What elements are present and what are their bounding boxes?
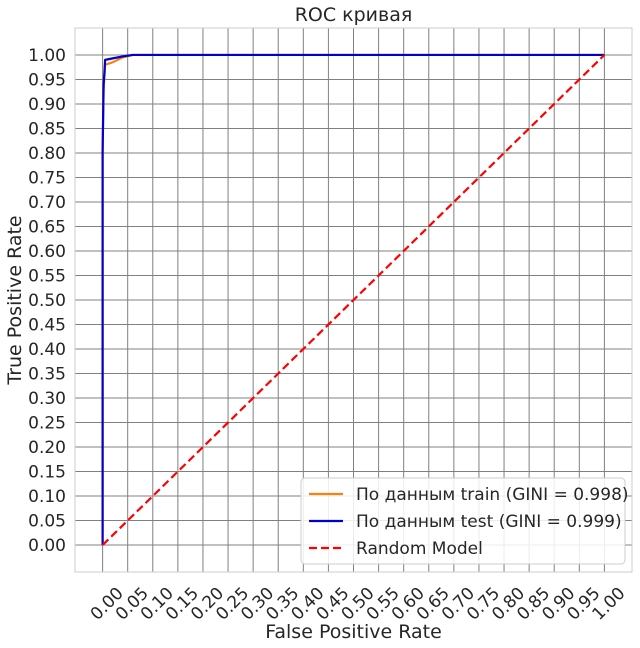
y-tick-label: 0.05 <box>28 512 66 532</box>
y-tick-label: 0.30 <box>28 389 66 409</box>
y-tick-label: 0.85 <box>28 119 66 139</box>
y-tick-label: 0.25 <box>28 414 66 434</box>
y-tick-label: 0.60 <box>28 242 66 262</box>
legend-label: По данным test (GINI = 0.999) <box>356 512 622 532</box>
legend-label: Random Model <box>356 539 483 559</box>
y-tick-label: 0.75 <box>28 168 66 188</box>
chart-title: ROC кривая <box>295 4 413 26</box>
y-tick-label: 0.65 <box>28 217 66 237</box>
y-tick-label: 0.20 <box>28 438 66 458</box>
y-axis-label: True Positive Rate <box>4 215 26 385</box>
y-tick-label: 1.00 <box>28 46 66 66</box>
y-tick-label: 0.40 <box>28 340 66 360</box>
y-tick-label: 0.15 <box>28 463 66 483</box>
y-tick-label: 0.35 <box>28 365 66 385</box>
series-lines <box>101 53 606 546</box>
y-tick-label: 0.95 <box>28 70 66 90</box>
x-axis-label: False Positive Rate <box>265 621 442 643</box>
y-tick-label: 0.00 <box>28 536 66 556</box>
plot-frame <box>74 27 633 573</box>
y-tick-labels: 0.00 0.05 0.10 0.15 0.20 0.25 0.30 0.35 0.40 0.45… <box>28 46 66 556</box>
legend: По данным train (GINI = 0.998) По данным … <box>300 477 629 565</box>
legend-label: По данным train (GINI = 0.998) <box>356 485 629 505</box>
y-tick-label: 0.80 <box>28 144 66 164</box>
series-line-1 <box>101 53 605 546</box>
series-line-2 <box>101 54 606 546</box>
y-tick-label: 0.70 <box>28 193 66 213</box>
y-tick-label: 0.10 <box>28 487 66 507</box>
y-tick-label: 0.45 <box>28 316 66 336</box>
y-tick-label: 0.55 <box>28 266 66 286</box>
y-tick-label: 0.50 <box>28 291 66 311</box>
x-tick-labels: 0.000.050.100.150.200.250.300.350.400.45… <box>87 584 630 625</box>
y-tick-label: 0.90 <box>28 95 66 115</box>
legend-box <box>300 477 626 565</box>
